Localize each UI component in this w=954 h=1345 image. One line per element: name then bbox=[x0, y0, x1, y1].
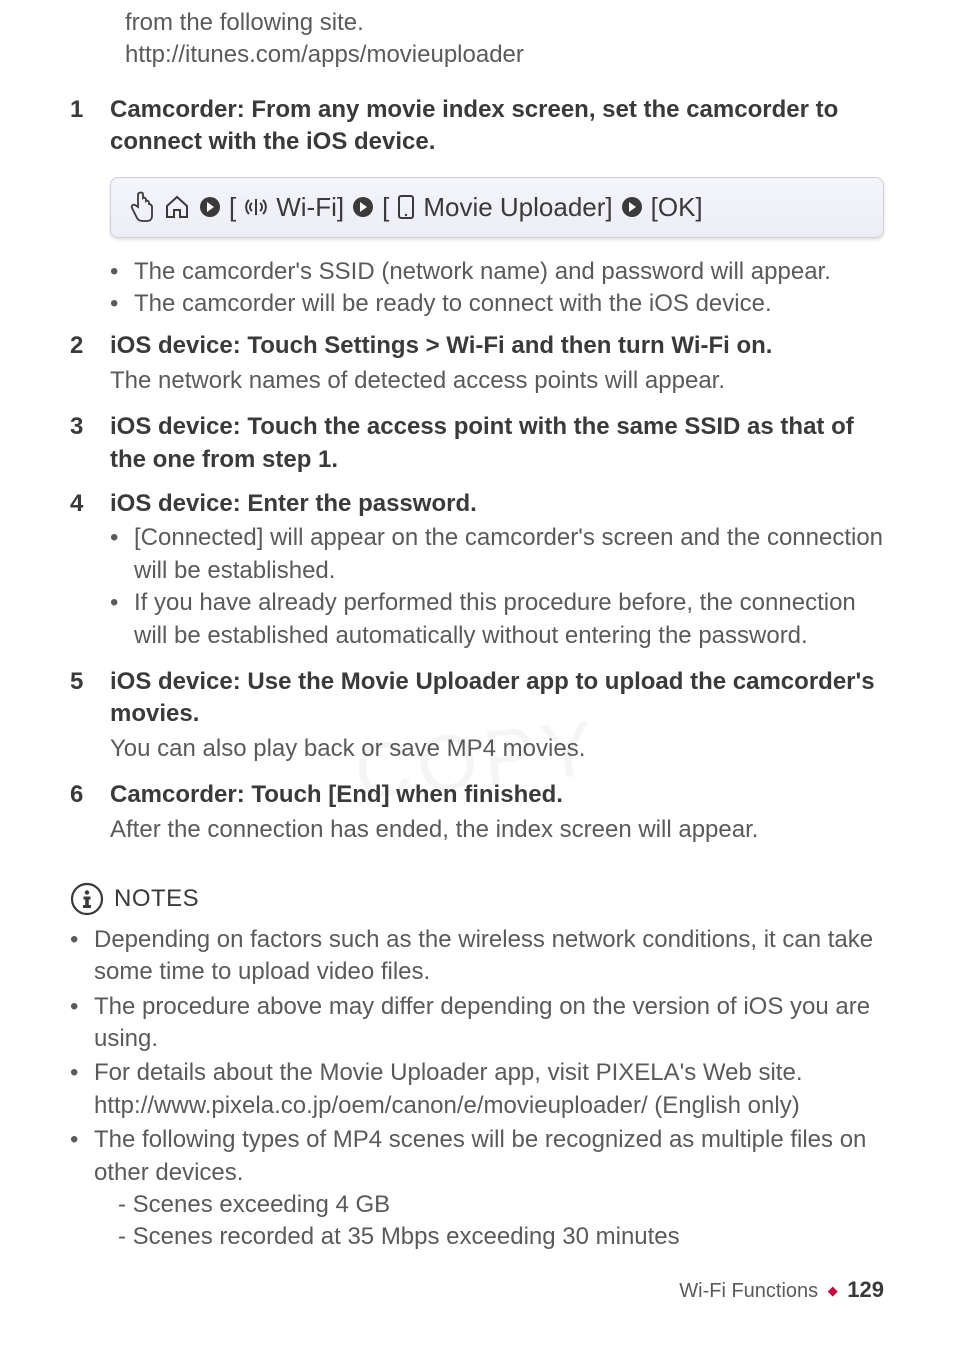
bullet-item: • If you have already performed this pro… bbox=[110, 587, 884, 652]
page-number: 129 bbox=[847, 1277, 884, 1302]
bullet-text: [Connected] will appear on the camcorder… bbox=[134, 522, 884, 587]
home-icon bbox=[163, 193, 191, 221]
step-1-title: Camcorder: From any movie index screen, … bbox=[110, 94, 884, 159]
intro-block: from the following site. http://itunes.c… bbox=[70, 7, 884, 72]
info-icon bbox=[70, 882, 104, 916]
step-number: 2 bbox=[70, 330, 110, 407]
nav-wifi-label: Wi-Fi] bbox=[276, 190, 344, 225]
step-3: 3 iOS device: Touch the access point wit… bbox=[70, 411, 884, 478]
step-4-title: iOS device: Enter the password. bbox=[110, 488, 884, 520]
nav-uploader-label: Movie Uploader] bbox=[423, 190, 612, 225]
bullet-icon: • bbox=[70, 1057, 94, 1122]
step-3-title: iOS device: Touch the access point with … bbox=[110, 411, 884, 476]
bullet-item: • The camcorder's SSID (network name) an… bbox=[110, 256, 884, 288]
step-number: 3 bbox=[70, 411, 110, 478]
step-number: 5 bbox=[70, 666, 110, 775]
nav-bracket: [ bbox=[382, 190, 389, 225]
step-5: 5 iOS device: Use the Movie Uploader app… bbox=[70, 666, 884, 775]
chevron-right-icon bbox=[621, 196, 643, 218]
footer-section: Wi-Fi Functions bbox=[679, 1280, 818, 1302]
note-text: Depending on factors such as the wireles… bbox=[94, 924, 884, 989]
note-item: • The procedure above may differ dependi… bbox=[70, 991, 884, 1056]
note-4-text: The following types of MP4 scenes will b… bbox=[94, 1126, 866, 1185]
step-5-title: iOS device: Use the Movie Uploader app t… bbox=[110, 666, 884, 731]
note-subitem: - Scenes exceeding 4 GB bbox=[94, 1189, 884, 1221]
navigation-path-box: [ Wi-Fi] [ Movie Uploader] [OK] bbox=[110, 177, 884, 238]
note-item: • The following types of MP4 scenes will… bbox=[70, 1124, 884, 1254]
chevron-right-icon bbox=[199, 196, 221, 218]
step-5-text: You can also play back or save MP4 movie… bbox=[110, 733, 884, 765]
nav-bracket: [ bbox=[229, 190, 236, 225]
step-6: 6 Camcorder: Touch [End] when finished. … bbox=[70, 779, 884, 856]
note-text: For details about the Movie Uploader app… bbox=[94, 1057, 884, 1122]
step-4: 4 iOS device: Enter the password. • [Con… bbox=[70, 488, 884, 662]
intro-line2: http://itunes.com/apps/movieuploader bbox=[125, 39, 884, 71]
touch-icon bbox=[125, 190, 155, 224]
bullet-icon: • bbox=[70, 1124, 94, 1254]
notes-heading: NOTES bbox=[70, 882, 884, 916]
bullet-text: The camcorder's SSID (network name) and … bbox=[134, 256, 884, 288]
bullet-icon: • bbox=[110, 522, 134, 587]
bullet-icon: • bbox=[110, 587, 134, 652]
step-2-title: iOS device: Touch Settings > Wi-Fi and t… bbox=[110, 330, 884, 362]
bullet-icon: • bbox=[110, 288, 134, 320]
intro-line1: from the following site. bbox=[125, 7, 884, 39]
step-2: 2 iOS device: Touch Settings > Wi-Fi and… bbox=[70, 330, 884, 407]
nav-ok-label: [OK] bbox=[651, 190, 703, 225]
chevron-right-icon bbox=[352, 196, 374, 218]
step-1-bullets: • The camcorder's SSID (network name) an… bbox=[70, 256, 884, 321]
step-number: 6 bbox=[70, 779, 110, 856]
note-item: • For details about the Movie Uploader a… bbox=[70, 1057, 884, 1122]
notes-label: NOTES bbox=[114, 883, 199, 915]
page-footer: Wi-Fi Functions ◆ 129 bbox=[679, 1275, 884, 1305]
note-item: • Depending on factors such as the wirel… bbox=[70, 924, 884, 989]
bullet-text: The camcorder will be ready to connect w… bbox=[134, 288, 884, 320]
bullet-item: • [Connected] will appear on the camcord… bbox=[110, 522, 884, 587]
step-number: 4 bbox=[70, 488, 110, 662]
note-text: The following types of MP4 scenes will b… bbox=[94, 1124, 884, 1254]
wifi-icon bbox=[244, 195, 268, 219]
step-number: 1 bbox=[70, 94, 110, 161]
step-6-title: Camcorder: Touch [End] when finished. bbox=[110, 779, 884, 811]
phone-icon bbox=[397, 194, 415, 220]
note-subitem: - Scenes recorded at 35 Mbps exceeding 3… bbox=[94, 1221, 884, 1253]
step-1: 1 Camcorder: From any movie index screen… bbox=[70, 94, 884, 161]
step-6-text: After the connection has ended, the inde… bbox=[110, 814, 884, 846]
bullet-icon: • bbox=[70, 924, 94, 989]
bullet-icon: • bbox=[70, 991, 94, 1056]
step-2-text: The network names of detected access poi… bbox=[110, 365, 884, 397]
bullet-icon: • bbox=[110, 256, 134, 288]
bullet-item: • The camcorder will be ready to connect… bbox=[110, 288, 884, 320]
note-text: The procedure above may differ depending… bbox=[94, 991, 884, 1056]
diamond-icon: ◆ bbox=[828, 1283, 838, 1298]
bullet-text: If you have already performed this proce… bbox=[134, 587, 884, 652]
